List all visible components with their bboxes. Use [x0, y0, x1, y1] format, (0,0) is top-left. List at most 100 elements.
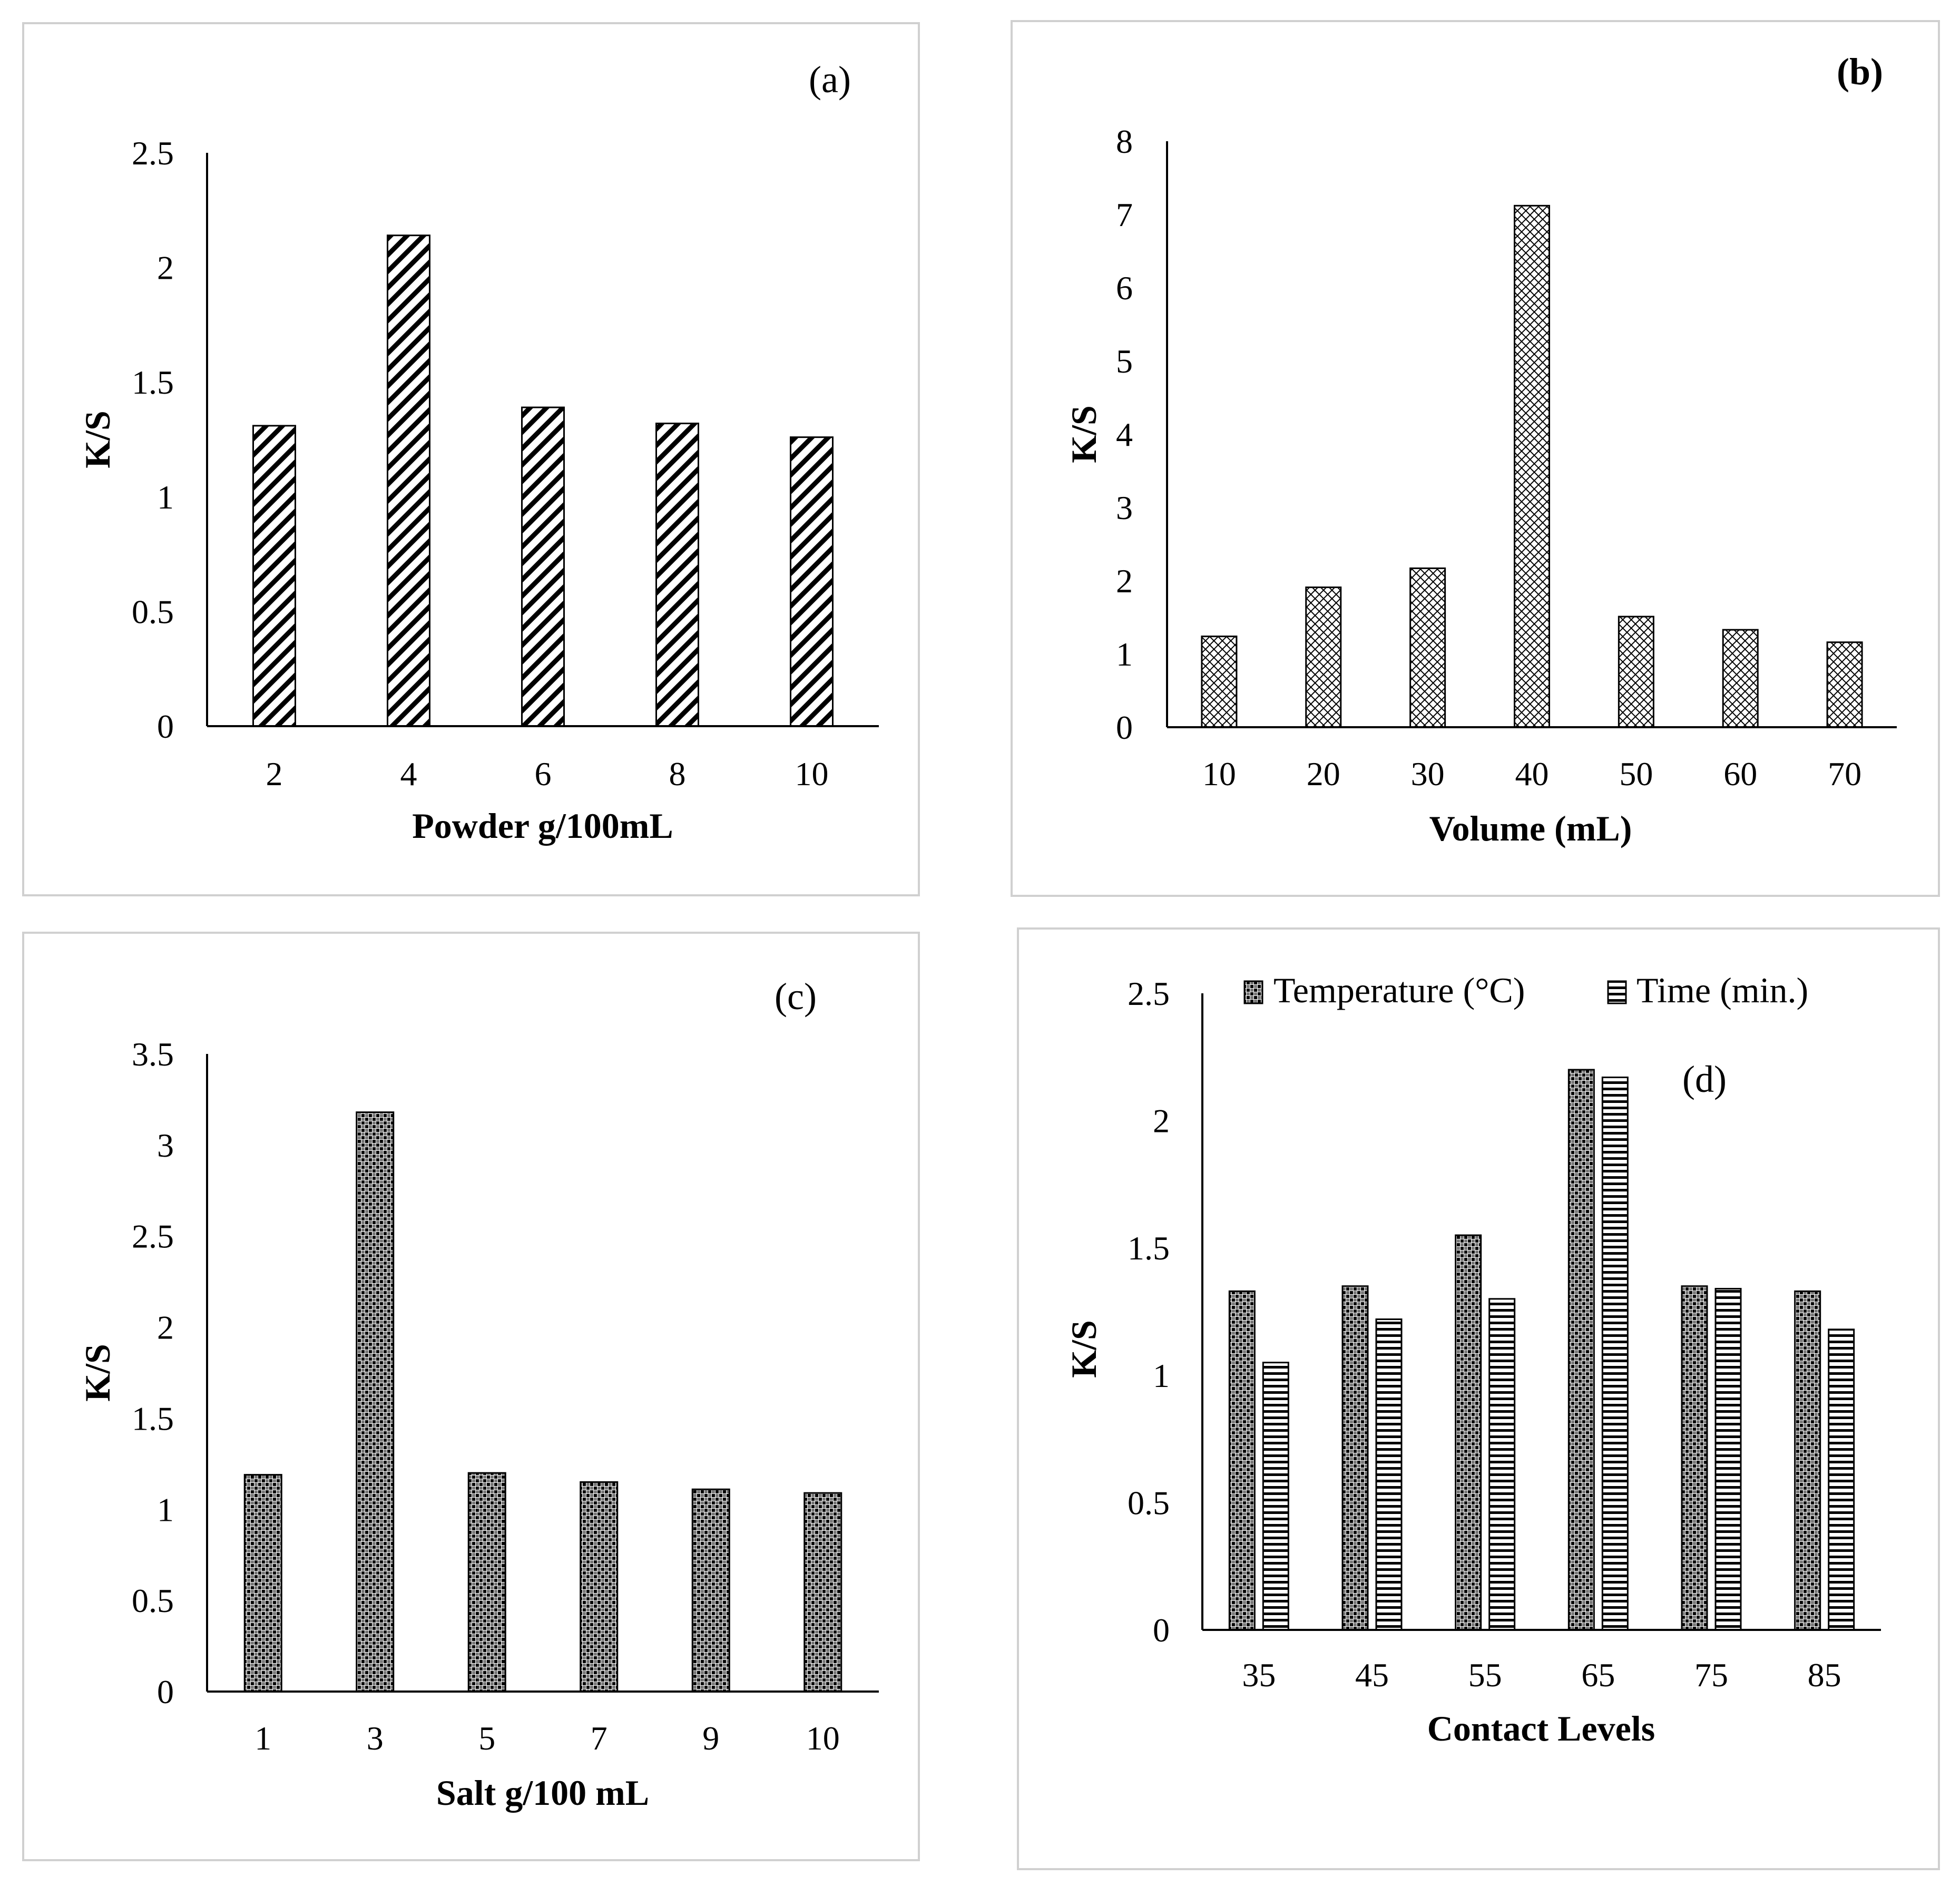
legend-swatch-temperature: [1243, 980, 1263, 1004]
bar-temperature: [1794, 1290, 1821, 1631]
x-tick-label: 7: [591, 1719, 607, 1757]
panel-d-ylabel: K/S: [1064, 1320, 1104, 1378]
x-tick-label: 2: [266, 755, 283, 793]
bar: [356, 1111, 395, 1693]
x-tick-label: 5: [478, 1719, 495, 1757]
x-tick-label: 3: [367, 1719, 384, 1757]
panel-d-xticks: 35 45 55 65 75 85: [1242, 1656, 1841, 1694]
panel-a-yticks: 0 0.5 1 1.5 2 2.5: [132, 134, 174, 745]
panel-b-xlabel: Volume (mL): [1429, 808, 1632, 848]
x-tick-label: 30: [1411, 755, 1445, 793]
x-tick-label: 55: [1468, 1656, 1502, 1694]
panel-d-label: (d): [1682, 1058, 1727, 1100]
bar: [521, 406, 565, 727]
y-tick-label: 2.5: [132, 134, 174, 172]
bar: [387, 234, 430, 727]
panel-d-yticks: 0 0.5 1 1.5 2 2.5: [1128, 975, 1170, 1649]
y-tick-label: 1: [157, 1491, 174, 1528]
bar: [1201, 636, 1238, 728]
panel-d-xlabel: Contact Levels: [1427, 1708, 1655, 1748]
panel-c-ylabel: K/S: [77, 1344, 117, 1402]
y-tick-label: 8: [1116, 123, 1133, 160]
y-tick-label: 0: [1116, 709, 1133, 746]
bar-time: [1714, 1288, 1742, 1631]
panel-c-bars: [243, 1111, 842, 1693]
bar-temperature: [1455, 1234, 1482, 1631]
y-tick-label: 1: [157, 478, 174, 516]
y-tick-label: 1.5: [132, 364, 174, 401]
bar: [580, 1481, 619, 1693]
x-tick-label: 45: [1355, 1656, 1389, 1694]
x-tick-label: 65: [1581, 1656, 1615, 1694]
bar: [790, 436, 834, 727]
bar: [1826, 641, 1863, 728]
x-tick-label: 60: [1723, 755, 1757, 793]
y-tick-label: 0.5: [132, 593, 174, 630]
panel-d: Temperature (°C) Time (min.) (d) 0 0.5 1 1.…: [1017, 927, 1940, 1870]
panel-b: (b) 0 1 2 3 4 5 6 7 8 10 20 30 40 50 60 70 K/S Volume …: [1011, 20, 1940, 897]
y-tick-label: 1: [1116, 636, 1133, 673]
panel-c-frame: [22, 932, 920, 1861]
bar: [467, 1472, 506, 1693]
bar: [1514, 204, 1550, 728]
y-tick-label: 2: [1116, 562, 1133, 600]
bar-temperature: [1341, 1285, 1369, 1631]
y-tick-label: 0: [157, 1673, 174, 1711]
panel-a-xticks: 2 4 6 8 10: [266, 755, 829, 793]
bar: [243, 1474, 282, 1693]
bar: [655, 423, 699, 727]
y-tick-label: 2.5: [1128, 975, 1170, 1012]
y-tick-label: 2: [157, 249, 174, 287]
panel-a-ylabel: K/S: [77, 411, 117, 468]
y-tick-label: 1.5: [1128, 1229, 1170, 1267]
x-tick-label: 10: [806, 1719, 840, 1757]
x-tick-label: 4: [400, 755, 417, 793]
bar-time: [1262, 1362, 1289, 1631]
y-tick-label: 7: [1116, 196, 1133, 233]
y-tick-label: 2: [1153, 1102, 1170, 1140]
bar: [1618, 615, 1654, 728]
x-tick-label: 8: [669, 755, 686, 793]
bar-time: [1828, 1328, 1855, 1631]
panel-a-xlabel: Powder g/100mL: [412, 806, 673, 846]
panel-a: (a) 0 0.5 1 1.5 2 2.5 2 4 6 8 10 K/S Powder g/100…: [22, 22, 920, 896]
panel-b-label: (b): [1837, 51, 1883, 93]
y-tick-label: 0.5: [1128, 1484, 1170, 1521]
x-tick-label: 40: [1515, 755, 1549, 793]
panel-c-xticks: 1 3 5 7 9 10: [254, 1719, 840, 1757]
x-tick-label: 75: [1694, 1656, 1728, 1694]
bar-temperature: [1228, 1290, 1256, 1631]
y-tick-label: 3: [157, 1127, 174, 1164]
y-tick-label: 4: [1116, 416, 1133, 453]
panel-b-yticks: 0 1 2 3 4 5 6 7 8: [1116, 123, 1133, 746]
y-tick-label: 6: [1116, 269, 1133, 307]
x-tick-label: 10: [795, 755, 829, 793]
panel-b-xticks: 10 20 30 40 50 60 70: [1202, 755, 1861, 793]
y-tick-label: 3.5: [132, 1035, 174, 1073]
y-tick-label: 5: [1116, 343, 1133, 380]
panel-c: (c) 0 0.5 1 1.5 2 2.5 3 3.5 1 3 5 7 9 10 K/S Salt g/…: [22, 932, 920, 1861]
y-tick-label: 3: [1116, 489, 1133, 526]
x-tick-label: 9: [702, 1719, 719, 1757]
panel-c-yticks: 0 0.5 1 1.5 2 2.5 3 3.5: [132, 1035, 174, 1711]
panel-a-bars: [252, 234, 834, 727]
panel-d-legend: Temperature (°C) Time (min.): [1243, 970, 1808, 1010]
legend-label-time: Time (min.): [1636, 970, 1808, 1010]
panel-b-frame: [1011, 20, 1940, 897]
y-tick-label: 0: [1153, 1611, 1170, 1649]
y-tick-label: 0.5: [132, 1582, 174, 1619]
x-tick-label: 20: [1307, 755, 1340, 793]
panel-c-label: (c): [775, 975, 817, 1018]
y-tick-label: 0: [157, 708, 174, 745]
panel-c-xlabel: Salt g/100 mL: [436, 1773, 649, 1813]
y-tick-label: 2.5: [132, 1218, 174, 1255]
panel-b-ylabel: K/S: [1064, 405, 1104, 463]
x-tick-label: 10: [1202, 755, 1236, 793]
x-tick-label: 1: [254, 1719, 271, 1757]
x-tick-label: 50: [1619, 755, 1653, 793]
x-tick-label: 70: [1828, 755, 1861, 793]
legend-swatch-time: [1607, 980, 1627, 1004]
bar-time: [1488, 1298, 1516, 1631]
x-tick-label: 35: [1242, 1656, 1276, 1694]
